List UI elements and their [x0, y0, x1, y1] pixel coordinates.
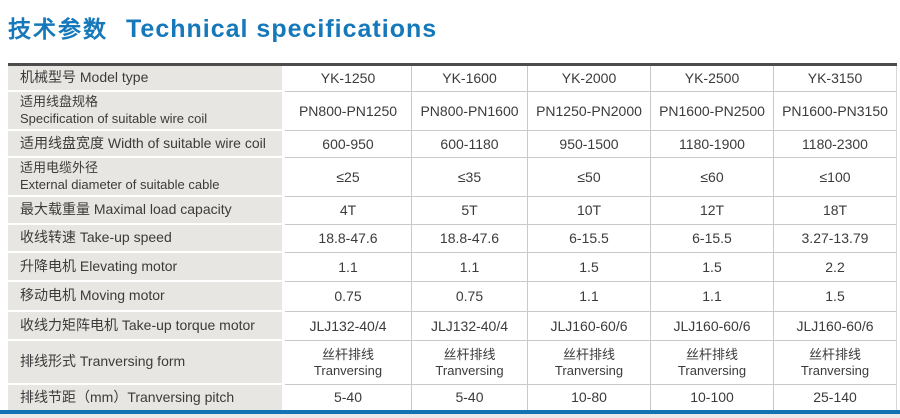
spec-cell: YK-2500 — [651, 66, 774, 92]
spec-cell: 5-40 — [285, 385, 412, 410]
spec-cell: 1.5 — [774, 282, 897, 312]
row-label: 排线形式 Tranversing form — [8, 341, 285, 385]
spec-cell: 6-15.5 — [651, 225, 774, 253]
row-label: 收线力矩阵电机 Take-up torque motor — [8, 312, 285, 341]
spec-cell: 丝杆排线 Tranversing — [285, 341, 412, 385]
spec-cell: JLJ132-40/4 — [285, 312, 412, 341]
table-row-elevating-motor: 升降电机 Elevating motor 1.1 1.1 1.5 1.5 2.2 — [8, 253, 897, 282]
spec-cell: 1180-1900 — [651, 131, 774, 158]
table-row-wire-coil-width: 适用线盘宽度 Width of suitable wire coil 600-9… — [8, 131, 897, 158]
spec-cell: PN1250-PN2000 — [528, 92, 651, 131]
spec-cell: JLJ160-60/6 — [651, 312, 774, 341]
spec-cell: 0.75 — [412, 282, 528, 312]
row-label: 适用线盘宽度 Width of suitable wire coil — [8, 131, 285, 158]
table-row-max-load: 最大载重量 Maximal load capacity 4T 5T 10T 12… — [8, 197, 897, 225]
spec-cell: 0.75 — [285, 282, 412, 312]
spec-cell: 2.2 — [774, 253, 897, 282]
footer-strip — [0, 414, 900, 418]
table-row-model-type: 机械型号 Model type YK-1250 YK-1600 YK-2000 … — [8, 66, 897, 92]
spec-cell: 1.1 — [285, 253, 412, 282]
spec-cell: 10-100 — [651, 385, 774, 410]
table-row-cable-diameter: 适用电缆外径 External diameter of suitable cab… — [8, 158, 897, 197]
spec-cell: 600-1180 — [412, 131, 528, 158]
spec-cell: 600-950 — [285, 131, 412, 158]
spec-cell: 5T — [412, 197, 528, 225]
spec-cell: 1.1 — [528, 282, 651, 312]
spec-cell: 3.27-13.79 — [774, 225, 897, 253]
spec-cell: ≤60 — [651, 158, 774, 197]
spec-cell: 10T — [528, 197, 651, 225]
spec-cell: 950-1500 — [528, 131, 651, 158]
row-label: 排线节距（mm）Tranversing pitch — [8, 385, 285, 410]
spec-cell: 18.8-47.6 — [285, 225, 412, 253]
page-title-english: Technical specifications — [126, 15, 438, 43]
spec-cell: 1.5 — [651, 253, 774, 282]
row-label: 移动电机 Moving motor — [8, 282, 285, 312]
spec-cell: JLJ160-60/6 — [528, 312, 651, 341]
spec-cell: 1.5 — [528, 253, 651, 282]
spec-cell: 丝杆排线 Tranversing — [528, 341, 651, 385]
spec-cell: 10-80 — [528, 385, 651, 410]
row-label: 机械型号 Model type — [8, 66, 285, 92]
spec-cell: 25-140 — [774, 385, 897, 410]
technical-specifications-table: 机械型号 Model type YK-1250 YK-1600 YK-2000 … — [8, 63, 897, 410]
spec-cell: PN1600-PN3150 — [774, 92, 897, 131]
spec-cell: PN800-PN1250 — [285, 92, 412, 131]
spec-cell: PN1600-PN2500 — [651, 92, 774, 131]
spec-cell: 丝杆排线 Tranversing — [412, 341, 528, 385]
spec-cell: 1.1 — [412, 253, 528, 282]
table-row-torque-motor: 收线力矩阵电机 Take-up torque motor JLJ132-40/4… — [8, 312, 897, 341]
spec-cell: 4T — [285, 197, 412, 225]
spec-cell: YK-1600 — [412, 66, 528, 92]
spec-cell: 丝杆排线 Tranversing — [774, 341, 897, 385]
spec-cell: 1.1 — [651, 282, 774, 312]
spec-cell: ≤35 — [412, 158, 528, 197]
table-row-wire-coil-spec: 适用线盘规格 Specification of suitable wire co… — [8, 92, 897, 131]
spec-cell: 6-15.5 — [528, 225, 651, 253]
spec-cell: ≤100 — [774, 158, 897, 197]
spec-cell: YK-1250 — [285, 66, 412, 92]
spec-cell: 12T — [651, 197, 774, 225]
bottom-accent-bar — [0, 410, 900, 414]
spec-cell: 丝杆排线 Tranversing — [651, 341, 774, 385]
table-row-tranversing-pitch: 排线节距（mm）Tranversing pitch 5-40 5-40 10-8… — [8, 385, 897, 410]
row-label: 最大载重量 Maximal load capacity — [8, 197, 285, 225]
page-title-chinese: 技术参数 — [8, 16, 108, 42]
row-label: 适用电缆外径 External diameter of suitable cab… — [8, 158, 285, 197]
spec-cell: 18T — [774, 197, 897, 225]
spec-cell: PN800-PN1600 — [412, 92, 528, 131]
spec-cell: 5-40 — [412, 385, 528, 410]
table-row-moving-motor: 移动电机 Moving motor 0.75 0.75 1.1 1.1 1.5 — [8, 282, 897, 312]
table-row-tranversing-form: 排线形式 Tranversing form 丝杆排线 Tranversing 丝… — [8, 341, 897, 385]
row-label: 升降电机 Elevating motor — [8, 253, 285, 282]
table-row-takeup-speed: 收线转速 Take-up speed 18.8-47.6 18.8-47.6 6… — [8, 225, 897, 253]
row-label: 适用线盘规格 Specification of suitable wire co… — [8, 92, 285, 131]
spec-cell: JLJ132-40/4 — [412, 312, 528, 341]
spec-cell: 1180-2300 — [774, 131, 897, 158]
row-label: 收线转速 Take-up speed — [8, 225, 285, 253]
spec-cell: JLJ160-60/6 — [774, 312, 897, 341]
spec-cell: YK-2000 — [528, 66, 651, 92]
spec-cell: ≤50 — [528, 158, 651, 197]
page-title: 技术参数 Technical specifications — [8, 10, 437, 44]
spec-cell: 18.8-47.6 — [412, 225, 528, 253]
spec-cell: ≤25 — [285, 158, 412, 197]
spec-cell: YK-3150 — [774, 66, 897, 92]
